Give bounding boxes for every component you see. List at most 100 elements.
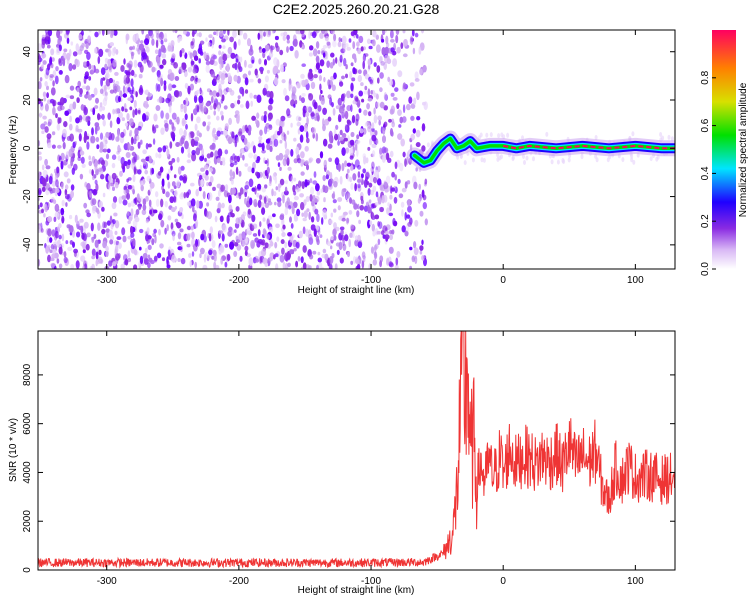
noise-blob (111, 162, 116, 169)
noise-blob (60, 152, 65, 161)
noise-blob (229, 36, 234, 43)
noise-blob (236, 136, 239, 143)
noise-blob (382, 135, 386, 144)
noise-blob (275, 263, 279, 269)
noise-blob (354, 235, 358, 241)
noise-blob (190, 60, 195, 65)
noise-blob (280, 64, 284, 69)
noise-blob (51, 253, 56, 259)
noise-blob (161, 178, 165, 187)
spectrogram-x-tick-label: 100 (627, 275, 644, 286)
noise-blob (43, 213, 46, 218)
noise-blob (206, 125, 210, 132)
noise-blob (248, 178, 254, 188)
noise-blob (384, 234, 390, 240)
noise-blob (177, 241, 182, 246)
noise-blob (198, 132, 202, 138)
noise-blob (227, 230, 233, 237)
noise-blob (41, 164, 45, 171)
noise-blob (237, 95, 241, 100)
noise-blob (340, 229, 344, 236)
noise-blob (227, 30, 230, 36)
noise-blob (279, 139, 283, 144)
noise-blob (44, 158, 48, 166)
noise-blob (117, 155, 121, 161)
noise-blob (333, 222, 337, 229)
noise-blob (266, 90, 271, 98)
noise-blob (55, 113, 58, 119)
noise-blob (51, 131, 56, 136)
noise-blob (231, 229, 234, 235)
noise-blob (196, 116, 201, 124)
noise-blob (272, 254, 276, 260)
noise-blob (233, 242, 239, 247)
noise-blob (377, 178, 382, 186)
noise-blob (112, 261, 117, 267)
noise-blob (141, 209, 147, 216)
noise-blob (118, 111, 123, 119)
noise-blob (290, 149, 294, 157)
noise-blob (349, 232, 353, 238)
noise-blob (63, 48, 68, 53)
noise-blob (264, 184, 268, 189)
noise-blob (93, 174, 97, 179)
noise-blob (71, 167, 76, 175)
noise-blob (107, 48, 112, 58)
noise-blob (392, 97, 398, 101)
noise-blob (102, 192, 106, 198)
noise-blob (146, 55, 149, 63)
noise-blob (188, 133, 192, 141)
noise-blob (272, 172, 277, 181)
noise-blob (219, 30, 224, 38)
noise-blob (241, 89, 245, 96)
noise-blob (339, 226, 345, 231)
noise-blob (352, 41, 356, 50)
noise-blob (392, 58, 397, 67)
noise-blob (76, 231, 81, 238)
noise-blob (101, 106, 106, 111)
noise-blob (315, 183, 320, 192)
noise-blob (274, 35, 279, 41)
noise-blob (247, 38, 251, 47)
noise-blob (327, 79, 331, 87)
noise-blob (123, 185, 128, 191)
noise-blob (353, 30, 358, 36)
noise-blob (75, 220, 81, 225)
noise-blob (379, 101, 385, 109)
noise-blob (264, 202, 269, 208)
noise-blob (55, 179, 59, 188)
noise-blob (329, 171, 333, 181)
noise-blob (199, 174, 203, 181)
noise-blob (247, 130, 251, 136)
noise-blob (75, 260, 80, 269)
noise-blob (389, 203, 392, 212)
noise-blob (54, 230, 59, 239)
noise-blob (149, 209, 153, 215)
noise-blob (368, 76, 372, 82)
noise-blob (308, 158, 312, 164)
noise-blob (313, 74, 318, 79)
noise-blob (101, 206, 105, 212)
noise-blob (82, 249, 86, 254)
noise-blob (366, 103, 370, 110)
noise-blob (224, 261, 228, 268)
noise-blob (230, 103, 235, 109)
noise-blob (86, 51, 91, 61)
noise-blob (65, 184, 69, 190)
noise-blob (66, 224, 71, 229)
noise-blob (276, 197, 282, 203)
noise-blob (364, 121, 370, 127)
noise-blob (193, 243, 198, 252)
noise-blob (377, 77, 380, 84)
noise-blob (112, 186, 115, 191)
noise-blob (122, 93, 128, 98)
noise-blob (190, 77, 194, 82)
noise-blob (205, 159, 211, 165)
noise-blob (49, 57, 53, 66)
noise-blob (233, 161, 238, 166)
noise-blob (157, 252, 162, 259)
noise-blob (416, 91, 420, 101)
noise-blob (213, 31, 217, 35)
snr-ylabel: SNR (10 * v/v) (8, 418, 19, 482)
noise-blob (163, 119, 168, 124)
